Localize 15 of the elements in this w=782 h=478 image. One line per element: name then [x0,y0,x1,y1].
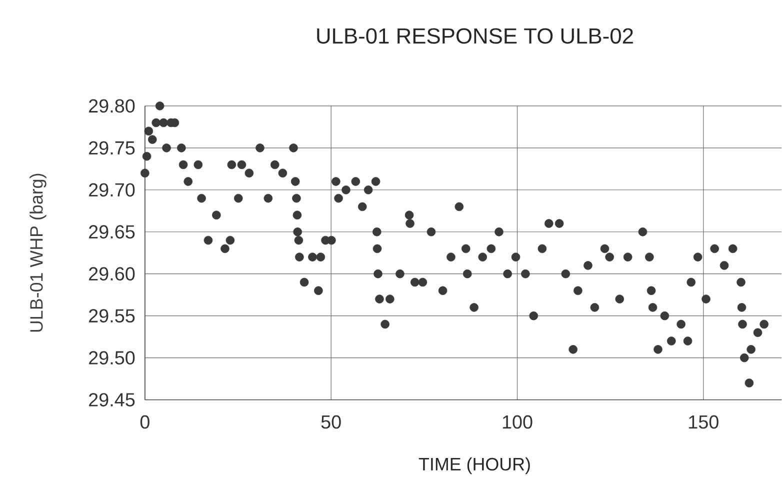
y-tick-label: 29.65 [89,225,135,239]
y-tick-label: 29.45 [89,393,135,407]
y-tick-label: 29.60 [89,267,135,281]
y-axis-title: ULB-01 WHP (barg) [30,174,46,332]
x-axis-title: TIME (HOUR) [418,458,530,474]
x-tick-label: 100 [502,415,532,429]
x-tick-label: 0 [140,415,150,429]
y-tick-label: 29.55 [89,309,135,323]
y-tick-label: 29.70 [89,183,135,197]
y-tick-label: 29.80 [89,99,135,113]
y-tick-label: 29.75 [89,141,135,155]
chart-title: ULB-01 RESPONSE TO ULB-02 [317,28,633,44]
x-tick-label: 50 [321,415,341,429]
x-tick-label: 150 [689,415,718,429]
y-tick-label: 29.50 [89,351,135,365]
